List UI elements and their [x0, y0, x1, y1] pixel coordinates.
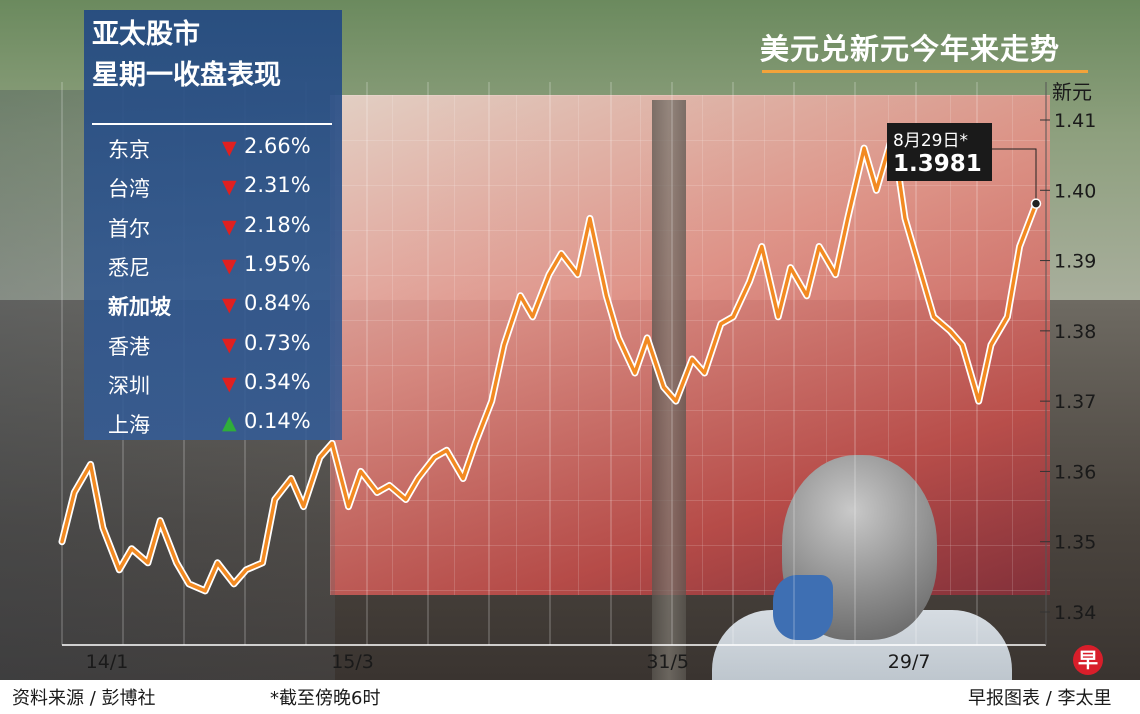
market-name: 深圳	[108, 373, 150, 398]
market-change: 2.66%	[244, 134, 311, 158]
market-row: 首尔 ▼ 2.18%	[92, 209, 342, 248]
footer-note: *截至傍晚6时	[270, 688, 381, 709]
y-tick-label: 1.35	[1054, 532, 1096, 554]
asia-pacific-markets-panel	[84, 10, 342, 440]
x-tick-label: 31/5	[646, 651, 689, 673]
market-change: 2.18%	[244, 212, 311, 237]
callout-leader-line	[980, 148, 1037, 204]
footer-source: 资料来源 / 彭博社	[12, 688, 156, 709]
market-change: 0.14%	[244, 409, 311, 434]
x-tick-label: 15/3	[331, 651, 374, 673]
y-tick-label: 1.37	[1054, 391, 1096, 413]
y-tick-label: 1.34	[1054, 602, 1096, 624]
latest-value-callout: 8月29日* 1.3981	[887, 123, 992, 181]
chart-ticks: 1.34 1.35 1.36 1.37 1.38 1.39 1.40 1.41 14/1 15/3…	[86, 110, 1097, 673]
market-row: 东京 ▼ 2.66%	[92, 130, 342, 169]
down-triangle-icon: ▼	[222, 254, 237, 277]
panel-title-line1: 亚太股市	[92, 19, 200, 50]
y-tick-label: 1.40	[1054, 180, 1096, 202]
y-tick-label: 1.41	[1054, 110, 1096, 132]
x-tick-label: 29/7	[888, 651, 931, 673]
callout-date: 8月29日*	[893, 131, 968, 151]
market-row: 悉尼 ▼ 1.95%	[92, 248, 342, 287]
market-row: 新加坡 ▼ 0.84%	[92, 287, 342, 326]
market-name: 东京	[108, 138, 150, 162]
panel-title-line2: 星期一收盘表现	[92, 60, 281, 91]
down-triangle-icon: ▼	[222, 215, 237, 238]
series-line	[60, 132, 1038, 593]
market-change: 2.31%	[244, 173, 311, 198]
market-row: 台湾 ▼ 2.31%	[92, 169, 342, 208]
x-tick-label: 14/1	[86, 651, 129, 673]
market-row: 深圳 ▼ 0.34%	[92, 366, 342, 405]
panel-divider	[92, 123, 332, 125]
market-name: 悉尼	[108, 255, 150, 280]
y-axis-unit: 新元	[1052, 80, 1092, 104]
chart-line-layer	[58, 130, 1040, 595]
market-change: 1.95%	[244, 251, 311, 276]
market-change: 0.73%	[244, 330, 311, 355]
market-name: 上海	[108, 413, 150, 438]
market-change: 0.34%	[244, 369, 311, 394]
down-triangle-icon: ▼	[222, 137, 237, 159]
market-name: 首尔	[108, 216, 150, 241]
y-tick-label: 1.39	[1054, 251, 1096, 273]
y-tick-label: 1.38	[1054, 321, 1096, 343]
down-triangle-icon: ▼	[222, 372, 237, 395]
down-triangle-icon: ▼	[222, 176, 237, 199]
panel-title: 亚太股市 星期一收盘表现	[92, 14, 281, 96]
callout-value: 1.3981	[893, 151, 982, 177]
market-row: 香港 ▼ 0.73%	[92, 327, 342, 366]
market-name: 香港	[108, 334, 150, 359]
market-name: 新加坡	[108, 295, 171, 320]
chart-markers	[980, 148, 1042, 209]
down-triangle-icon: ▼	[222, 333, 237, 356]
footer-credit: 早报图表 / 李太里	[968, 688, 1112, 709]
down-triangle-icon: ▼	[222, 294, 237, 317]
up-triangle-icon: ▲	[222, 412, 237, 435]
chart-title-underline	[762, 70, 1088, 73]
market-change: 0.84%	[244, 291, 311, 316]
latest-point-marker	[1030, 198, 1042, 209]
chart-title: 美元兑新元今年来走势	[760, 32, 1061, 66]
market-row: 上海 ▲ 0.14%	[92, 405, 342, 444]
person-face-mask	[773, 575, 833, 640]
y-tick-label: 1.36	[1054, 461, 1096, 483]
market-name: 台湾	[108, 177, 150, 202]
zaobao-logo: 早	[1073, 645, 1103, 675]
